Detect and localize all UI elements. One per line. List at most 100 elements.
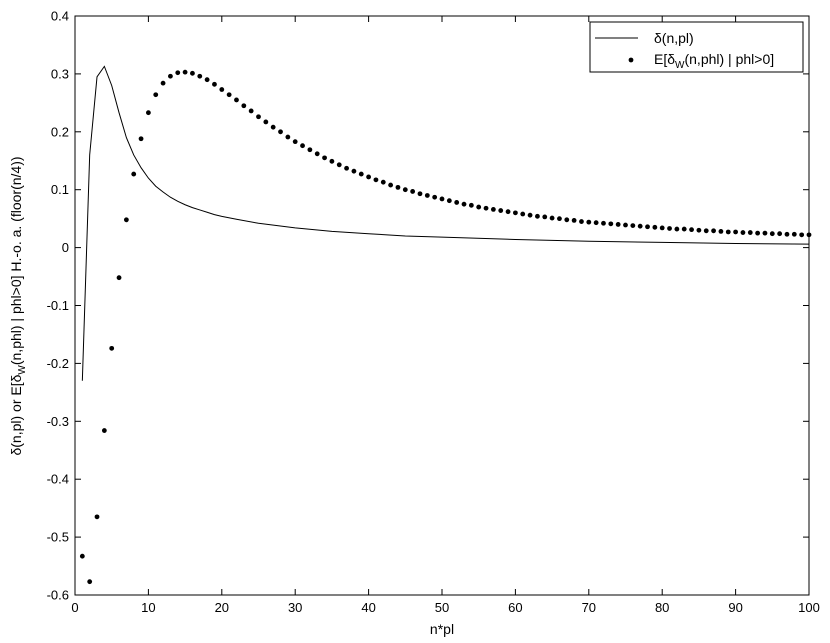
data-point (461, 201, 467, 207)
data-point (718, 228, 724, 234)
data-point (483, 205, 489, 211)
data-point (637, 223, 643, 229)
x-tick-label: 90 (728, 600, 742, 615)
data-point (424, 193, 430, 198)
data-point (608, 221, 614, 227)
data-point (226, 92, 232, 98)
legend-dot-marker (628, 57, 634, 63)
x-tick-label: 50 (435, 600, 449, 615)
data-point (94, 514, 100, 520)
y-tick-label: 0.1 (51, 182, 69, 197)
x-tick-label: 60 (508, 600, 522, 615)
y-tick-label: -0.5 (47, 530, 69, 545)
data-point (769, 231, 775, 237)
ticks: 0 10 20 30 40 50 60 70 80 90 100 -0.6 -0.5 -0.4 -0.3 -0… (47, 9, 820, 616)
data-point (454, 200, 460, 205)
data-point (520, 211, 526, 217)
data-point (645, 224, 650, 230)
data-point (292, 139, 298, 145)
legend: δ(n,pl) E[δW(n,phl) | phl>0] (589, 21, 804, 73)
data-point (527, 212, 533, 218)
data-point (505, 209, 511, 215)
data-point (623, 222, 628, 228)
data-point (630, 223, 636, 229)
data-point (175, 70, 181, 76)
x-tick-label: 100 (798, 600, 820, 615)
data-point (402, 187, 408, 193)
data-point (410, 189, 416, 194)
data-point (740, 230, 746, 235)
x-tick-label: 0 (71, 600, 78, 615)
data-point (87, 579, 93, 585)
data-point (490, 206, 496, 212)
data-point (711, 228, 716, 234)
data-point (101, 428, 107, 433)
data-point (652, 224, 658, 230)
data-point (322, 155, 327, 161)
data-point (285, 134, 291, 140)
data-point (791, 231, 797, 237)
data-point (270, 124, 276, 130)
data-point (263, 119, 269, 125)
x-tick-label: 40 (361, 600, 375, 615)
x-tick-label: 70 (582, 600, 596, 615)
legend-box (589, 21, 804, 73)
data-point (146, 110, 151, 116)
data-point (593, 220, 599, 226)
x-axis-label: n*pl (430, 621, 454, 637)
data-point (777, 231, 783, 237)
data-point (601, 220, 606, 226)
series-1 (79, 69, 812, 585)
data-point (564, 217, 570, 223)
data-point (388, 182, 394, 188)
data-point (344, 165, 349, 171)
data-point (689, 227, 694, 233)
data-point (212, 81, 217, 87)
data-point (799, 232, 805, 238)
y-axis-label-pre: δ(n,pl) or E[δ (8, 374, 24, 455)
data-point (219, 87, 225, 92)
legend-entry-delta: δ(n,pl) (654, 30, 694, 46)
y-tick-label: -0.2 (47, 356, 69, 371)
data-point (307, 147, 313, 153)
series-0 (81, 65, 810, 381)
data-point (755, 230, 761, 236)
data-point (549, 215, 555, 221)
y-tick-label: -0.3 (47, 414, 69, 429)
y-tick-label: 0 (62, 240, 69, 255)
data-point (278, 129, 283, 135)
x-tick-label: 30 (288, 600, 302, 615)
y-tick-label: -0.6 (47, 588, 69, 603)
data-point (725, 229, 731, 235)
data-point (116, 275, 122, 281)
data-point (696, 227, 702, 233)
legend-entry-expected-delta: E[δW(n,phl) | phl>0] (654, 51, 774, 71)
y-tick-label: 0.2 (51, 124, 69, 139)
y-axis-label-sub: W (17, 365, 28, 375)
data-point (153, 92, 159, 98)
data-point (109, 345, 115, 351)
plot-frame (74, 15, 810, 596)
data-point (197, 73, 203, 79)
data-point (747, 230, 753, 235)
data-point (513, 210, 518, 216)
data-point (160, 80, 166, 86)
y-tick-label: -0.1 (47, 298, 69, 313)
legend-entry-expected-sub: W (675, 60, 685, 71)
data-point (439, 196, 445, 202)
data-point (615, 222, 621, 227)
data-point (182, 69, 188, 75)
legend-entry-expected-post: (n,phl) | phl>0] (684, 51, 774, 67)
data-point (366, 174, 371, 180)
data-point (300, 143, 305, 149)
series-layer (79, 65, 812, 585)
legend-entry-expected-pre: E[δ (654, 51, 675, 67)
data-point (557, 216, 562, 222)
data-point (476, 204, 482, 210)
data-point (380, 179, 386, 185)
data-point (351, 168, 357, 174)
data-point (234, 97, 239, 103)
data-point (256, 114, 261, 120)
data-point (432, 194, 438, 200)
